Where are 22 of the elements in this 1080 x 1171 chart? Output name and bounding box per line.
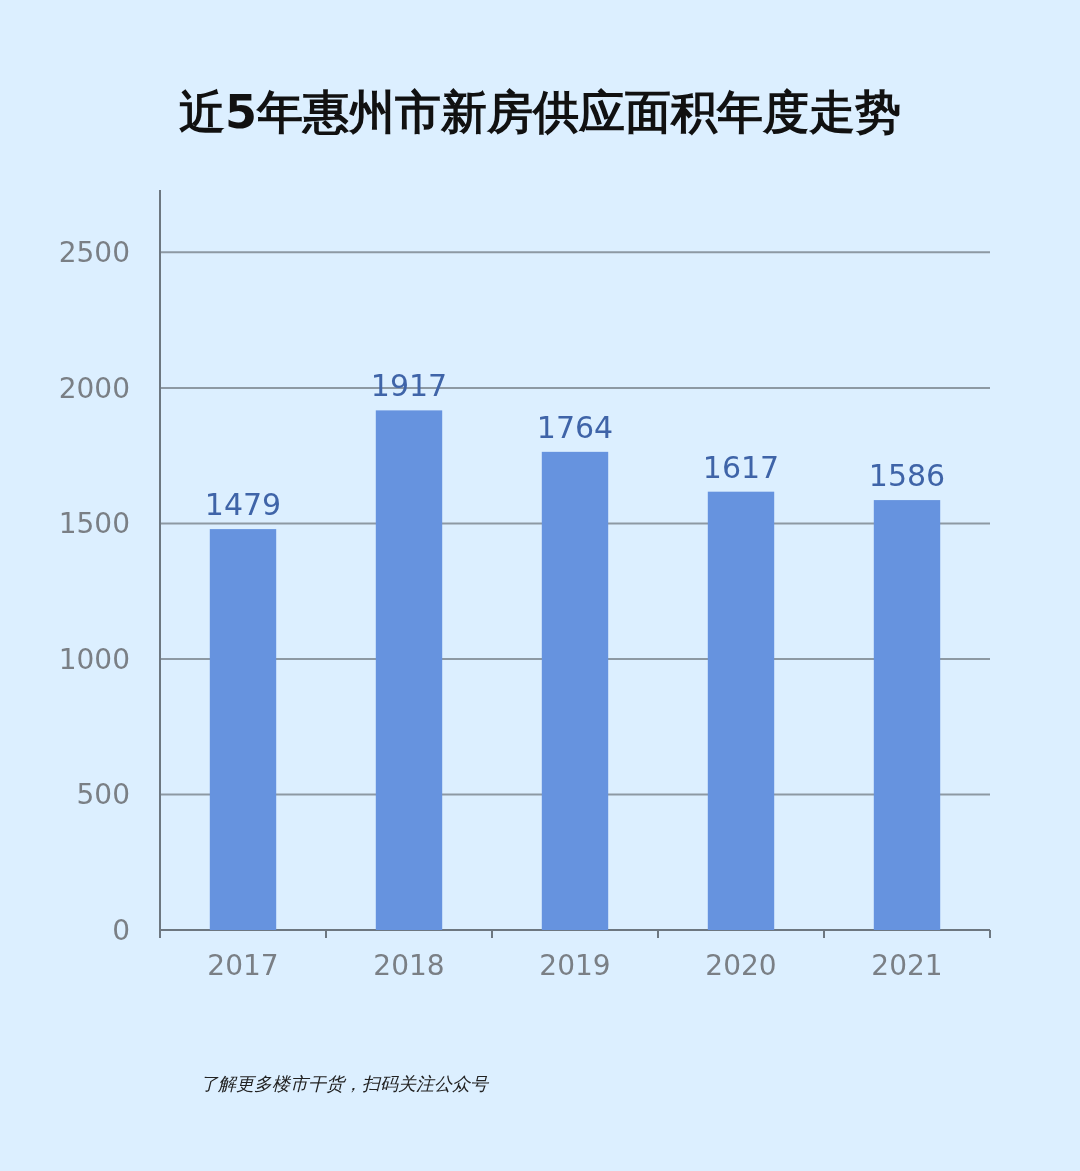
bar (375, 410, 443, 930)
chart-title: 近5年惠州市新房供应面积年度走势 (178, 85, 902, 139)
y-tick-label: 1000 (58, 642, 130, 676)
data-label: 1479 (204, 487, 282, 523)
text: 了解更多楼市干货，扫码关注公众号 (200, 1073, 490, 1094)
y-tick-label: 500 (76, 778, 130, 812)
bar (707, 491, 775, 930)
bar (541, 451, 609, 930)
x-tick-label: 2017 (207, 949, 279, 982)
bar (209, 529, 277, 930)
y-tick-label: 0 (112, 914, 130, 947)
x-tick-label: 2018 (373, 949, 445, 982)
y-tick-label: 1500 (58, 507, 130, 541)
bar (873, 500, 941, 930)
x-tick-label: 2019 (539, 949, 611, 982)
data-label: 1764 (536, 409, 614, 445)
y-tick-label: 2000 (58, 371, 130, 405)
x-tick-label: 2020 (705, 949, 777, 982)
x-tick-label: 2021 (871, 949, 943, 982)
data-label: 1617 (702, 449, 780, 485)
data-label: 1586 (868, 458, 946, 494)
y-tick-label: 2500 (58, 236, 130, 270)
